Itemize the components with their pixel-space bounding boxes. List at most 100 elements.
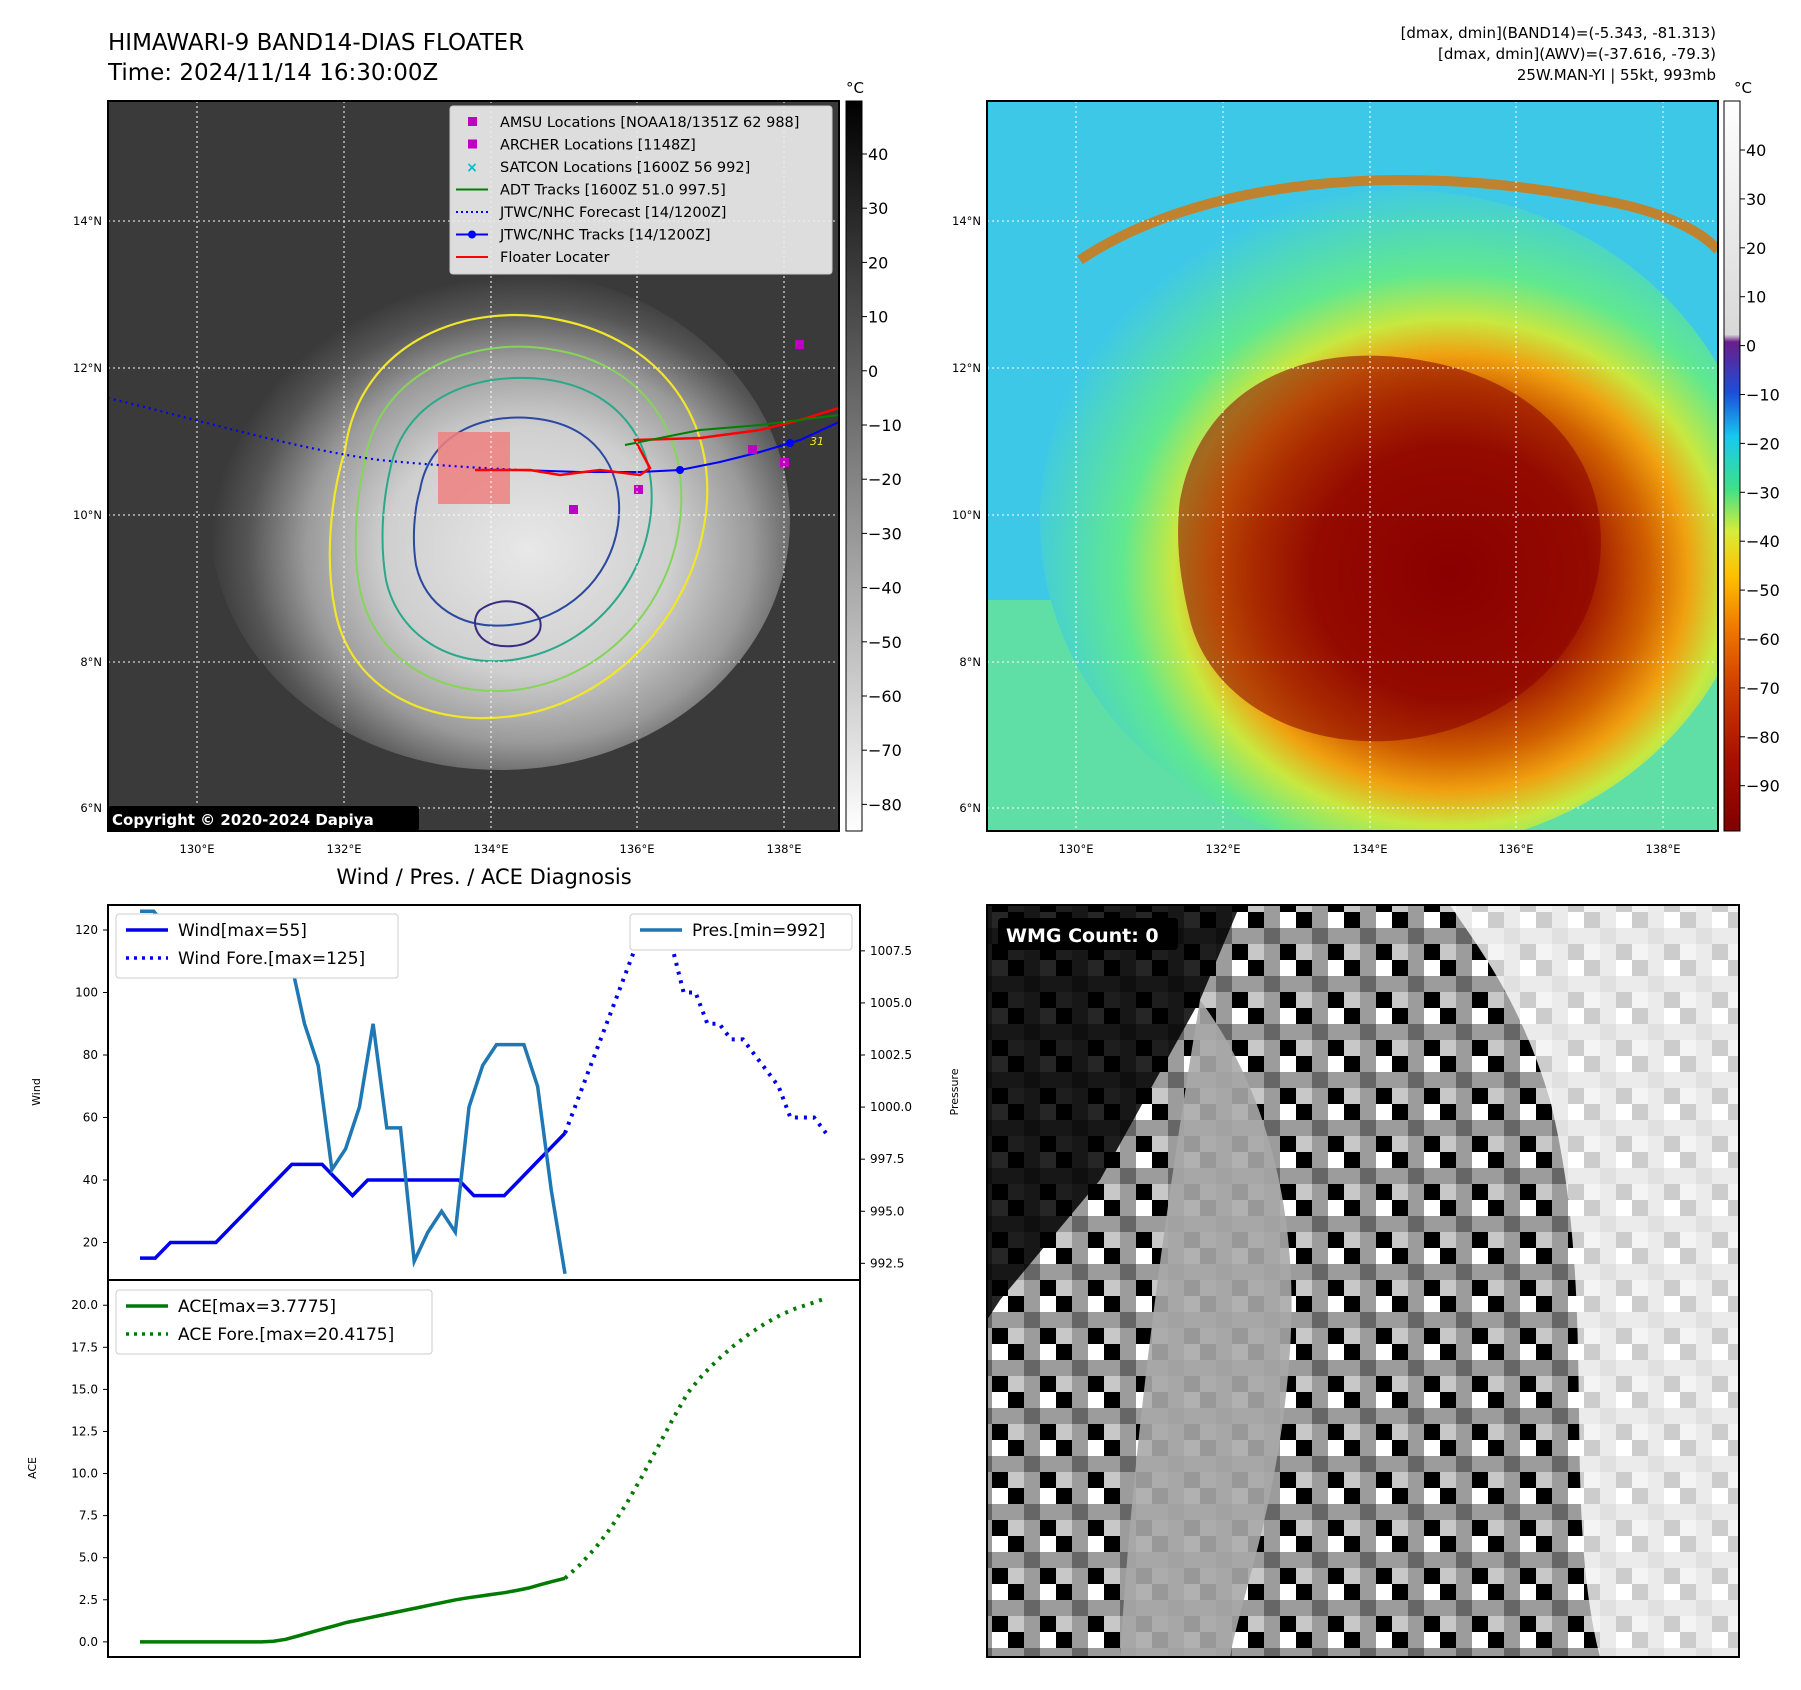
ir-contour-indigo [474, 600, 542, 648]
ace-ytick-label: 0.0 [79, 1635, 98, 1649]
figure-title: HIMAWARI-9 BAND14-DIAS FLOATER [108, 30, 524, 56]
ir-cloud-shield [210, 270, 790, 770]
ir-colorbar-tick-label: −40 [868, 579, 902, 598]
ir-colorbar-unit: °C [846, 79, 864, 97]
awv-colorbar-tick-label: −20 [1746, 434, 1780, 453]
awv-colorbar-tick-label: 20 [1746, 239, 1766, 258]
lon-tick-label: 134°E [474, 842, 509, 856]
archer-marker [748, 445, 757, 454]
lat-tick-label: 8°N [959, 655, 981, 669]
amsu-marker [569, 505, 578, 514]
ir-contour-green [354, 345, 683, 692]
wind-ytick-label: 100 [75, 986, 98, 1000]
pressure-ytick-label: 995.0 [870, 1204, 904, 1218]
ir-colorbar-tick-label: −80 [868, 795, 902, 814]
legend-label: JTWC/NHC Forecast [14/1200Z] [499, 205, 726, 221]
legend-marker: × [466, 160, 478, 176]
floater-locater-line [475, 406, 839, 477]
lon-tick-label: 130°E [1059, 842, 1094, 856]
awv-gridlines [987, 101, 1718, 831]
wind-ytick-label: 60 [83, 1111, 98, 1125]
ir-map-panel: 31 AMSU Locations [NOAA18/1351Z 62 988]A… [73, 79, 902, 856]
ace-ytick-label: 12.5 [71, 1424, 98, 1438]
awv-map-frame [986, 100, 1719, 832]
ir-colorbar-tick-label: −20 [868, 470, 902, 489]
awv-colorbar-tick-label: −70 [1746, 679, 1780, 698]
awv-map-panel: °C 403020100−10−20−30−40−50−60−70−80−90 … [952, 79, 1780, 856]
pressure-legend-label: Pres.[min=992] [692, 921, 825, 941]
wind-legend-box [115, 913, 399, 979]
legend-marker-dot [468, 230, 476, 239]
awv-colorbar-tick-label: −40 [1746, 532, 1780, 551]
ir-map-legend: AMSU Locations [NOAA18/1351Z 62 988] ARCH… [449, 105, 833, 275]
wind-ytick-label: 40 [83, 1173, 98, 1187]
lon-tick-label: 130°E [180, 842, 215, 856]
lat-tick-label: 14°N [73, 214, 102, 228]
awv-colorbar-tick-label: −90 [1746, 777, 1780, 796]
pressure-ytick-label: 1002.5 [870, 1048, 912, 1062]
wind-forecast-line [563, 908, 828, 1135]
storm-info: 25W.MAN-YI | 55kt, 993mb [1517, 66, 1716, 84]
pressure-legend-box [629, 913, 853, 951]
ir-colorbar-tick-label: 0 [868, 362, 878, 381]
copyright-badge [108, 806, 419, 831]
wmg-central-band [1120, 1000, 1292, 1657]
ir-contour-yellow [328, 313, 709, 720]
ir-colorbar [845, 100, 863, 832]
legend-label: AMSU Locations [NOAA18/1351Z 62 988] [500, 115, 799, 131]
lon-tick-label: 132°E [1206, 842, 1241, 856]
pressure-axis-label: Pressure [948, 1068, 961, 1115]
wind-pressure-chart: 20 40 60 80 100 120 992.5 995.0 997.5 1000.0 1002.… [30, 904, 961, 1281]
ace-ytick-label: 20.0 [71, 1298, 98, 1312]
diagnosis-title: Wind / Pres. / ACE Diagnosis [336, 865, 631, 889]
lat-tick-label: 6°N [959, 801, 981, 815]
jtwc-track-point [786, 439, 794, 447]
ace-ytick-label: 17.5 [71, 1340, 98, 1354]
wmg-frame [986, 904, 1740, 1658]
lat-tick-label: 12°N [952, 361, 981, 375]
ir-colorbar-tick-label: 20 [868, 253, 888, 272]
wind-ytick-label: 20 [83, 1236, 98, 1250]
ace-forecast-legend-label: ACE Fore.[max=20.4175] [178, 1325, 394, 1345]
lon-tick-label: 136°E [1499, 842, 1534, 856]
ir-contour-teal [381, 376, 653, 663]
wind-legend-label: Wind[max=55] [178, 921, 307, 941]
lon-tick-label: 136°E [620, 842, 655, 856]
legend-label: Floater Locater [500, 250, 609, 266]
ace-axis-label: ACE [26, 1457, 39, 1479]
ace-observed-line [140, 1576, 566, 1644]
awv-colorbar-tick-label: 40 [1746, 141, 1766, 160]
awv-colorbar-tick-label: −10 [1746, 386, 1780, 405]
ir-colorbar-tick-label: −30 [868, 524, 902, 543]
ace-ytick-label: 7.5 [79, 1509, 98, 1523]
lat-tick-label: 10°N [73, 508, 102, 522]
ir-map-frame [107, 100, 840, 832]
legend-label: JTWC/NHC Tracks [14/1200Z] [499, 228, 711, 244]
wmg-light-region [1450, 905, 1739, 1657]
ir-colorbar-tick-label: 30 [868, 199, 888, 218]
pressure-ytick-label: 992.5 [870, 1256, 904, 1270]
wmg-count-badge [998, 918, 1178, 950]
awv-outflow-band [1077, 175, 1718, 265]
wind-ytick-label: 120 [75, 923, 98, 937]
lat-tick-label: 6°N [80, 801, 102, 815]
lat-tick-label: 10°N [952, 508, 981, 522]
amsu-marker [795, 340, 804, 349]
ace-legend-box [115, 1289, 433, 1355]
awv-colorbar-tick-label: −50 [1746, 581, 1780, 600]
ace-chart: 0.0 2.5 5.0 7.5 10.0 12.5 15.0 17.5 20.0 ACE ACE… [26, 1279, 861, 1658]
awv-colorbar-tick-label: 0 [1746, 337, 1756, 356]
legend-marker [468, 117, 477, 126]
wind-ytick-label: 80 [83, 1048, 98, 1062]
jtwc-track-point [676, 466, 684, 474]
copyright-text: Copyright © 2020-2024 Dapiya [112, 811, 374, 829]
lon-tick-label: 134°E [1353, 842, 1388, 856]
wind-axis-label: Wind [30, 1078, 43, 1106]
awv-range: [dmax, dmin](AWV)=(-37.616, -79.3) [1438, 45, 1716, 63]
ir-colorbar-tick-label: −70 [868, 741, 902, 760]
legend-box [449, 105, 833, 275]
band14-range: [dmax, dmin](BAND14)=(-5.343, -81.313) [1401, 24, 1716, 42]
legend-marker [468, 139, 477, 149]
legend-label: SATCON Locations [1600Z 56 992] [500, 160, 750, 176]
